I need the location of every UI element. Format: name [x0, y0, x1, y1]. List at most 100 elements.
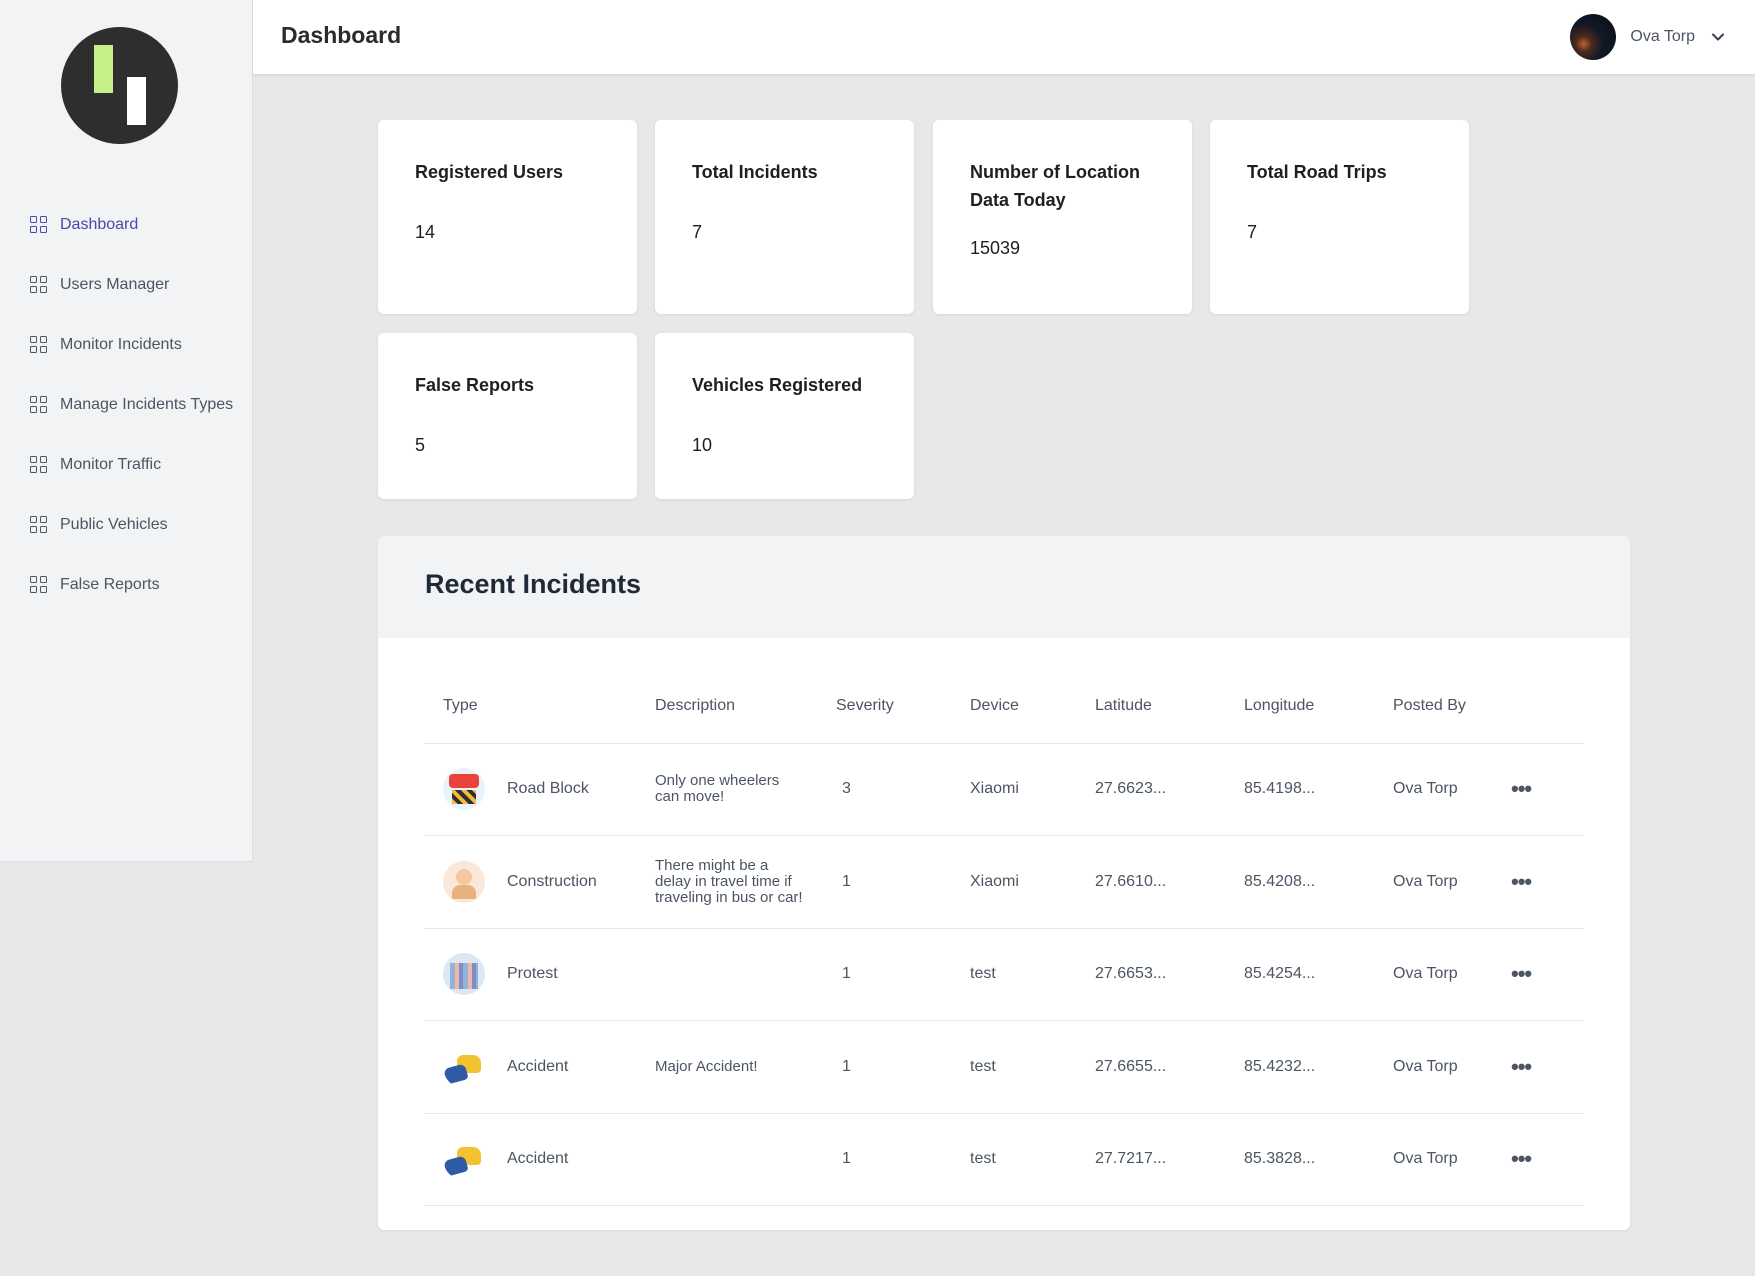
- incident-severity: 1: [817, 928, 951, 1021]
- chevron-down-icon[interactable]: [1711, 30, 1725, 44]
- incident-posted-by: Ova Torp: [1374, 835, 1511, 929]
- incident-severity: 3: [817, 743, 951, 836]
- column-header-actions: [1511, 676, 1584, 744]
- more-options-icon[interactable]: •••: [1511, 1020, 1584, 1114]
- column-header-latitude: Latitude: [1076, 676, 1225, 744]
- sidebar: Dashboard Users Manager Monitor Incident…: [0, 0, 253, 862]
- stat-value: 7: [692, 222, 703, 242]
- stat-value: 5: [415, 435, 426, 455]
- sidebar-item-label: Manage Incidents Types: [60, 396, 234, 413]
- grid-icon: [30, 576, 48, 594]
- incident-type: Accident: [507, 1150, 569, 1168]
- incident-longitude: 85.4198...: [1225, 743, 1374, 836]
- more-options-icon[interactable]: •••: [1511, 835, 1584, 929]
- incident-latitude: 27.6610...: [1076, 835, 1225, 929]
- grid-icon: [30, 516, 48, 534]
- stat-value: 14: [415, 222, 436, 242]
- incident-posted-by: Ova Torp: [1374, 743, 1511, 836]
- accident-image: [443, 1046, 485, 1088]
- sidebar-item-monitor-traffic[interactable]: Monitor Traffic: [0, 435, 253, 495]
- incident-posted-by: Ova Torp: [1374, 1113, 1511, 1206]
- sidebar-item-monitor-incidents[interactable]: Monitor Incidents: [0, 315, 253, 375]
- stat-title: Number of Location Data Today: [970, 162, 1140, 210]
- stat-value: 7: [1247, 222, 1258, 242]
- incident-latitude: 27.6623...: [1076, 743, 1225, 836]
- user-menu[interactable]: Ova Torp: [1570, 14, 1725, 60]
- table-row[interactable]: Protest 1 test 27.6653... 85.4254... Ova…: [424, 928, 1584, 1021]
- column-header-longitude: Longitude: [1225, 676, 1374, 744]
- incident-severity: 1: [817, 1020, 951, 1114]
- column-header-severity: Severity: [817, 676, 951, 744]
- protest-image: [443, 953, 485, 996]
- sidebar-item-dashboard[interactable]: Dashboard: [0, 195, 253, 255]
- sidebar-item-manage-incidents-types[interactable]: Manage Incidents Types: [0, 375, 253, 435]
- stat-title: Total Incidents: [692, 162, 818, 182]
- grid-icon: [30, 216, 48, 234]
- sidebar-item-label: Public Vehicles: [60, 516, 168, 533]
- more-options-icon[interactable]: •••: [1511, 743, 1584, 836]
- stat-title: False Reports: [415, 375, 535, 395]
- recent-incidents-panel: Recent Incidents Type Description Severi…: [378, 536, 1630, 1230]
- stat-card-registered-users: Registered Users 14: [378, 120, 637, 314]
- column-header-device: Device: [951, 676, 1076, 744]
- grid-icon: [30, 456, 48, 474]
- accident-image: [443, 1138, 485, 1180]
- sidebar-item-label: Monitor Traffic: [60, 456, 162, 473]
- table-header-row: Type Description Severity Device Latitud…: [424, 676, 1584, 744]
- column-header-description: Description: [636, 676, 817, 744]
- incident-description: There might be a delay in travel time if…: [655, 856, 803, 906]
- stat-card-false-reports: False Reports 5: [378, 333, 637, 499]
- logo-bar-right: [127, 77, 146, 125]
- sidebar-item-label: Users Manager: [60, 276, 170, 293]
- sidebar-item-users-manager[interactable]: Users Manager: [0, 255, 253, 315]
- grid-icon: [30, 276, 48, 294]
- incident-type: Accident: [507, 1057, 569, 1075]
- avatar[interactable]: [1570, 14, 1617, 60]
- table-row[interactable]: Accident 1 test 27.7217... 85.3828... Ov…: [424, 1113, 1584, 1206]
- sidebar-item-public-vehicles[interactable]: Public Vehicles: [0, 495, 253, 555]
- stat-card-vehicles-registered: Vehicles Registered 10: [655, 333, 914, 499]
- incident-latitude: 27.7217...: [1076, 1113, 1225, 1206]
- construction-image: [443, 860, 485, 903]
- incident-description: Major Accident!: [655, 1057, 758, 1075]
- incident-longitude: 85.3828...: [1225, 1113, 1374, 1206]
- grid-icon: [30, 336, 48, 354]
- table-row[interactable]: Construction There might be a delay in t…: [424, 835, 1584, 929]
- incident-longitude: 85.4232...: [1225, 1020, 1374, 1114]
- stat-card-location-data-today: Number of Location Data Today 15039: [933, 120, 1192, 314]
- sidebar-item-label: Monitor Incidents: [60, 336, 182, 353]
- top-bar: Dashboard Ova Torp: [253, 0, 1755, 75]
- table-row[interactable]: Road Block Only one wheelers can move! 3…: [424, 743, 1584, 836]
- incident-device: Xiaomi: [951, 835, 1076, 929]
- incident-latitude: 27.6653...: [1076, 928, 1225, 1021]
- incidents-table: Type Description Severity Device Latitud…: [424, 676, 1584, 1206]
- more-options-icon[interactable]: •••: [1511, 1113, 1584, 1206]
- incident-severity: 1: [817, 1113, 951, 1206]
- stat-value: 15039: [970, 238, 1021, 258]
- incident-type: Construction: [507, 872, 597, 890]
- sidebar-item-label: Dashboard: [60, 216, 139, 233]
- incident-longitude: 85.4208...: [1225, 835, 1374, 929]
- stat-title: Total Road Trips: [1247, 162, 1387, 182]
- panel-title: Recent Incidents: [425, 569, 642, 599]
- stat-title: Registered Users: [415, 162, 564, 182]
- panel-header: Recent Incidents: [378, 536, 1630, 638]
- page-title: Dashboard: [281, 22, 402, 48]
- incident-device: test: [951, 1113, 1076, 1206]
- column-header-type: Type: [424, 676, 636, 744]
- more-options-icon[interactable]: •••: [1511, 928, 1584, 1021]
- user-name: Ova Torp: [1630, 28, 1695, 45]
- stat-title: Vehicles Registered: [692, 375, 863, 395]
- app-logo[interactable]: [61, 27, 178, 144]
- incident-latitude: 27.6655...: [1076, 1020, 1225, 1114]
- incident-device: Xiaomi: [951, 743, 1076, 836]
- stat-card-total-incidents: Total Incidents 7: [655, 120, 914, 314]
- incident-posted-by: Ova Torp: [1374, 1020, 1511, 1114]
- incident-type: Road Block: [507, 780, 589, 798]
- incident-longitude: 85.4254...: [1225, 928, 1374, 1021]
- table-row[interactable]: Accident Major Accident! 1 test 27.6655.…: [424, 1020, 1584, 1114]
- stat-card-total-road-trips: Total Road Trips 7: [1210, 120, 1469, 314]
- sidebar-nav: Dashboard Users Manager Monitor Incident…: [0, 195, 253, 615]
- incident-device: test: [951, 1020, 1076, 1114]
- sidebar-item-false-reports[interactable]: False Reports: [0, 555, 253, 615]
